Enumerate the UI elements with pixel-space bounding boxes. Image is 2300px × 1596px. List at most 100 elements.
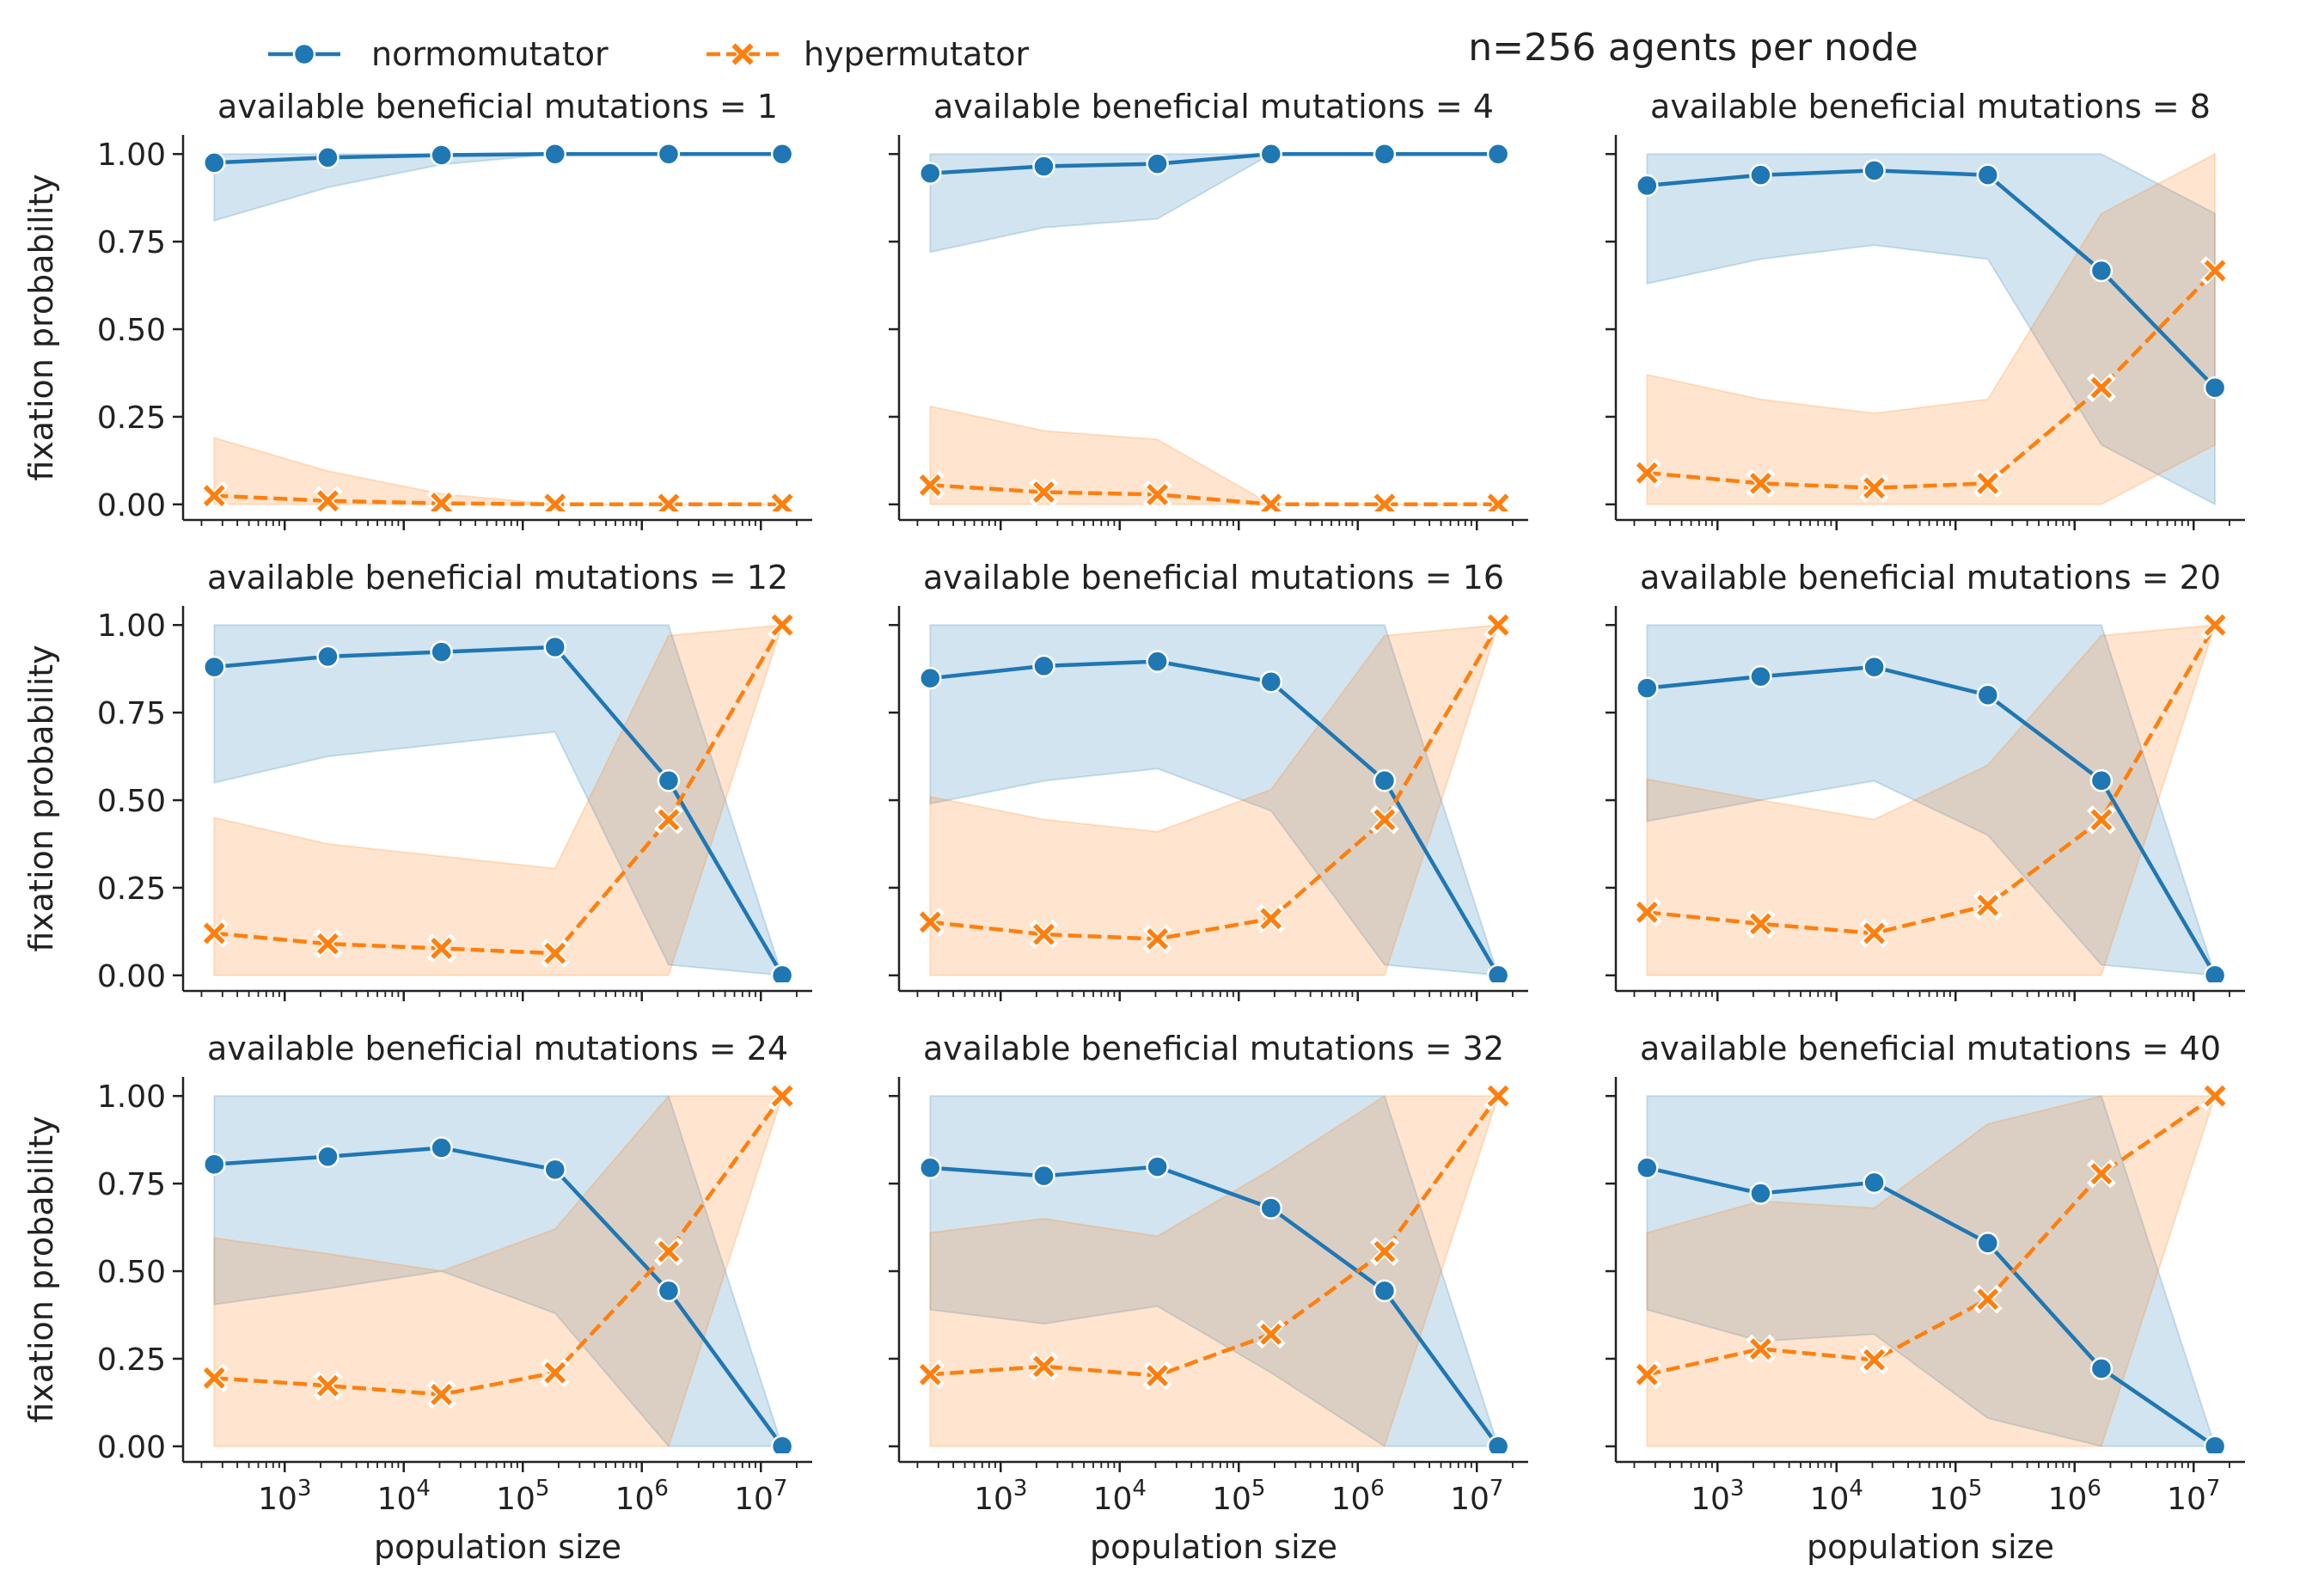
y-tick-label: 0.75 — [97, 225, 166, 260]
y-tick-label: 0.50 — [97, 313, 166, 348]
point-hypermutator — [540, 939, 570, 969]
y-tick-label: 0.50 — [97, 1255, 166, 1290]
point-hypermutator — [1859, 1345, 1889, 1375]
point-hypermutator — [1746, 909, 1776, 939]
series-line-hypermutator — [930, 483, 1499, 507]
point-mark — [1863, 1348, 1886, 1371]
point-mark — [1863, 477, 1886, 499]
point-mark — [1373, 809, 1396, 831]
ci-band-hypermutator — [929, 1095, 1500, 1447]
point-mark — [1373, 493, 1396, 511]
point-normomutator — [1636, 676, 1659, 700]
panel-title: available beneficial mutations = 12 — [207, 559, 788, 596]
legend-entry-hypermutator: hypermutator — [707, 35, 1029, 73]
x-tick-base: 10 — [1691, 1482, 1730, 1517]
panel-4: available beneficial mutations = 12 0.00 0… — [22, 559, 812, 1001]
y-tick-label: 0.00 — [97, 959, 166, 994]
point-mark — [658, 493, 680, 511]
x-tick-base: 10 — [1810, 1482, 1850, 1517]
point-normomutator — [1976, 163, 2000, 187]
panel-grid: available beneficial mutations = 1 0.00 0.… — [22, 88, 2245, 1566]
point-hypermutator — [1256, 1319, 1286, 1349]
point-hypermutator — [1029, 1352, 1059, 1381]
point-hypermutator — [2200, 1085, 2230, 1111]
point-hypermutator — [1256, 903, 1286, 933]
point-hypermutator — [2087, 805, 2116, 835]
point-normomutator — [543, 635, 567, 659]
point-normomutator — [1749, 664, 1772, 688]
y-axis-label: fixation probability — [22, 174, 60, 480]
x-axis-label: population size — [1090, 1528, 1337, 1566]
series-line-normomutator — [930, 659, 1501, 976]
legend: normomutator hypermutator — [268, 35, 1029, 73]
point-normomutator — [657, 768, 681, 792]
point-hypermutator — [1029, 920, 1059, 950]
point-hypermutator — [915, 470, 945, 500]
point-mark — [2204, 1085, 2226, 1107]
series-line-normomutator — [1647, 664, 2217, 976]
point-normomutator — [1146, 1155, 1169, 1178]
point-hypermutator — [2200, 256, 2230, 285]
ci-band-normomutator — [213, 153, 783, 223]
x-tick-exponent: 6 — [1370, 1476, 1385, 1501]
x-tick-exponent: 5 — [1968, 1476, 1983, 1501]
point-mark — [1033, 481, 1055, 504]
point-normomutator — [1749, 1182, 1772, 1205]
point-hypermutator — [199, 480, 229, 511]
point-hypermutator — [199, 919, 229, 948]
point-hypermutator — [1973, 468, 2003, 498]
x-tick-base: 10 — [2167, 1482, 2206, 1517]
point-hypermutator — [1973, 1284, 2003, 1314]
point-hypermutator — [1370, 1237, 1399, 1267]
point-mark — [1260, 493, 1282, 511]
ci-band-hypermutator — [1646, 152, 2217, 505]
y-tick-label: 0.50 — [97, 784, 166, 819]
point-hypermutator — [540, 1358, 570, 1388]
ci-band-hypermutator — [929, 624, 1500, 976]
series-line-hypermutator — [214, 1094, 784, 1397]
series-line-hypermutator — [214, 493, 783, 507]
series-line-normomutator — [214, 1146, 784, 1448]
point-mark — [203, 922, 225, 945]
point-mark — [2090, 376, 2113, 399]
point-hypermutator — [654, 1237, 683, 1267]
point-mark — [317, 1374, 339, 1397]
x-tick-exponent: 3 — [1730, 1476, 1745, 1501]
x-tick-label: 107 — [734, 1476, 787, 1517]
x-tick-base: 10 — [2048, 1482, 2088, 1517]
panel-7: available beneficial mutations = 24 0.00 0… — [22, 1030, 812, 1566]
point-normomutator — [919, 666, 942, 690]
x-tick-exponent: 7 — [774, 1476, 788, 1501]
y-tick-label: 0.75 — [97, 696, 166, 731]
point-hypermutator — [426, 933, 456, 963]
point-normomutator — [919, 1156, 942, 1180]
x-tick-label: 106 — [1331, 1476, 1385, 1517]
point-normomutator — [919, 162, 942, 185]
series-line-hypermutator — [930, 624, 1501, 941]
x-tick-label: 104 — [1810, 1476, 1863, 1517]
point-normomutator — [316, 1145, 339, 1168]
point-hypermutator — [654, 805, 683, 835]
point-normomutator — [1863, 1171, 1886, 1195]
panel-3: available beneficial mutations = 8 — [1606, 88, 2245, 530]
point-normomutator — [1032, 654, 1055, 678]
point-normomutator — [1636, 1156, 1659, 1180]
point-hypermutator — [768, 615, 797, 640]
x-tick-exponent: 3 — [1013, 1476, 1028, 1501]
point-hypermutator — [1142, 1361, 1172, 1391]
panel-2: available beneficial mutations = 4 — [889, 88, 1528, 530]
point-hypermutator — [1746, 1334, 1776, 1364]
point-normomutator — [1636, 174, 1659, 198]
point-normomutator — [1863, 159, 1886, 182]
point-normomutator — [1749, 163, 1772, 187]
x-tick-label: 106 — [2048, 1476, 2101, 1517]
point-hypermutator — [654, 489, 683, 511]
panel-title: available beneficial mutations = 40 — [1640, 1030, 2221, 1067]
y-axis-label: fixation probability — [22, 1116, 60, 1422]
point-mark — [919, 911, 941, 933]
figure-title: n=256 agents per node — [1468, 26, 1918, 70]
y-tick-label: 0.25 — [97, 871, 166, 907]
ci-band-normomutator — [1646, 624, 2217, 976]
point-mark — [1487, 493, 1509, 511]
y-tick-label: 1.00 — [97, 608, 166, 644]
